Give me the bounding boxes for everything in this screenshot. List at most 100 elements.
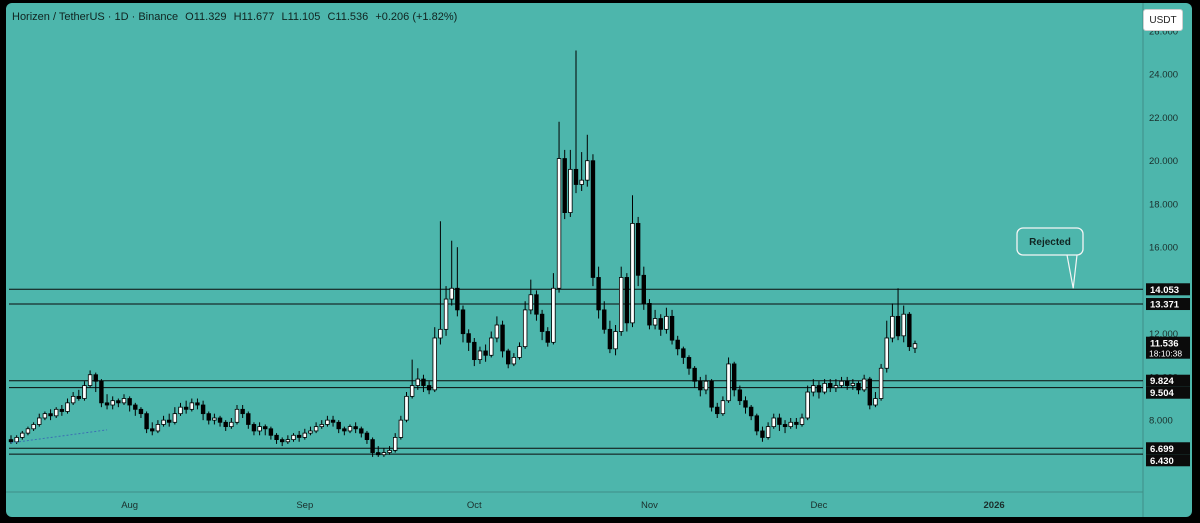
candle — [443, 286, 449, 336]
candle — [748, 405, 754, 421]
candle-body-down — [534, 294, 539, 315]
candle — [743, 396, 748, 414]
candle-body-up — [765, 426, 771, 438]
candle — [534, 290, 539, 321]
candles — [8, 50, 918, 457]
candle — [263, 424, 268, 436]
candle-body-up — [313, 426, 319, 432]
candle — [65, 398, 70, 414]
level-label-text: 9.504 — [1150, 388, 1174, 399]
candle-body-down — [376, 452, 381, 456]
candle — [116, 398, 121, 408]
candle-body-up — [212, 417, 217, 421]
candle-body-down — [895, 315, 901, 337]
time-axis[interactable]: Aug Sep Oct Nov Dec 2026 — [121, 500, 1004, 511]
candle-body-up — [850, 382, 856, 386]
candle-body-up — [664, 315, 669, 330]
candle — [432, 327, 437, 393]
x-tick-label: Sep — [296, 500, 313, 511]
candle-body-up — [811, 385, 816, 393]
candle-body-down — [760, 430, 765, 438]
candle — [477, 346, 483, 364]
candle-body-up — [54, 408, 59, 417]
candle — [669, 309, 675, 345]
candle — [421, 374, 426, 393]
candle-body-down — [279, 439, 285, 443]
y-tick-label: 18.000 — [1149, 199, 1178, 210]
candle-body-down — [200, 404, 206, 415]
candle — [178, 402, 183, 416]
candle-body-down — [336, 421, 341, 430]
candle-body-down — [794, 421, 799, 425]
candle — [404, 392, 409, 423]
candle — [387, 446, 392, 455]
level-label-text: 9.824 — [1150, 376, 1174, 387]
candle-body-down — [370, 439, 375, 453]
candle-body-up — [585, 160, 590, 181]
candle — [568, 149, 573, 217]
candle — [884, 320, 889, 373]
candle — [93, 372, 98, 393]
candle-body-up — [87, 374, 93, 386]
candle-body-up — [720, 400, 726, 415]
candle-body-up — [387, 450, 392, 453]
candle — [799, 413, 805, 427]
candle-body-down — [647, 302, 652, 326]
ohlc-low: L11.105 — [281, 11, 321, 23]
candle-body-up — [449, 287, 454, 300]
candle — [426, 381, 432, 395]
candle — [438, 221, 443, 345]
candle-body-up — [398, 419, 404, 438]
grid — [6, 3, 1144, 517]
chart-panel[interactable]: Rejected 8.00010.00012.00014.00016.00018… — [6, 3, 1192, 517]
currency-button[interactable]: USDT — [1143, 9, 1183, 31]
candle-body-down — [76, 395, 81, 399]
candle-body-down — [607, 328, 613, 350]
candle-body-down — [8, 439, 14, 443]
candle — [274, 433, 279, 444]
candle-body-up — [878, 367, 884, 399]
candle-body-up — [873, 398, 878, 406]
rejected-callout: Rejected — [1016, 227, 1084, 289]
candle — [285, 435, 291, 444]
candle-body-up — [172, 413, 178, 423]
symbol-title[interactable]: Horizen / TetherUS · 1D · Binance — [12, 11, 179, 23]
candle — [302, 428, 307, 440]
candle-body-up — [652, 318, 658, 326]
candle — [692, 366, 697, 388]
candle — [822, 379, 827, 395]
candle-body-down — [681, 348, 686, 358]
candle — [144, 411, 149, 434]
candle — [370, 437, 375, 457]
candle-body-down — [144, 413, 149, 430]
candle — [308, 426, 313, 436]
candle-body-up — [404, 395, 409, 421]
candle — [539, 309, 545, 341]
candle — [99, 379, 104, 408]
candle-body-down — [353, 426, 358, 430]
candle-body-down — [782, 424, 788, 428]
candle-body-up — [901, 313, 906, 337]
price-axis[interactable]: 8.00010.00012.00014.00016.00018.00020.00… — [1146, 27, 1190, 467]
candle-body-up — [14, 437, 19, 443]
candle — [675, 335, 680, 356]
candle — [472, 337, 477, 367]
candle-body-down — [150, 428, 155, 432]
candle-body-down — [466, 333, 471, 343]
candle — [398, 415, 404, 440]
candle — [647, 299, 652, 330]
candle — [658, 314, 663, 336]
candle — [489, 331, 494, 358]
candle — [229, 417, 234, 429]
price-chart[interactable]: Rejected 8.00010.00012.00014.00016.00018… — [6, 3, 1192, 517]
candle-body-up — [70, 395, 76, 404]
candle-body-down — [715, 406, 720, 415]
level-label-box — [1146, 374, 1190, 387]
candle — [48, 409, 53, 421]
candle — [189, 398, 194, 412]
candle-body-up — [291, 434, 296, 440]
candle-body-down — [602, 309, 607, 330]
candle-body-down — [624, 277, 630, 324]
candle — [449, 240, 454, 306]
candle — [70, 392, 76, 406]
